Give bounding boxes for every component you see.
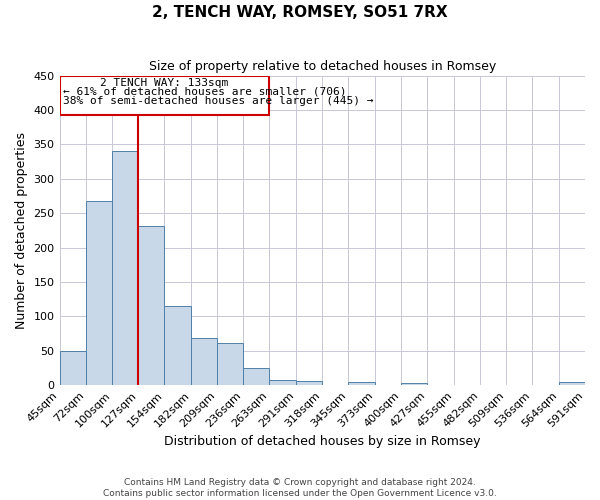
- Bar: [59, 76, 269, 115]
- Text: 2 TENCH WAY: 133sqm: 2 TENCH WAY: 133sqm: [100, 78, 229, 88]
- Bar: [59, 350, 86, 385]
- Text: ← 61% of detached houses are smaller (706): ← 61% of detached houses are smaller (70…: [64, 86, 347, 97]
- Y-axis label: Number of detached properties: Number of detached properties: [15, 132, 28, 329]
- Text: 2, TENCH WAY, ROMSEY, SO51 7RX: 2, TENCH WAY, ROMSEY, SO51 7RX: [152, 5, 448, 20]
- Bar: [112, 151, 139, 385]
- Bar: [559, 382, 585, 385]
- Bar: [401, 383, 427, 385]
- Bar: [348, 382, 375, 385]
- Text: Contains HM Land Registry data © Crown copyright and database right 2024.
Contai: Contains HM Land Registry data © Crown c…: [103, 478, 497, 498]
- Text: 38% of semi-detached houses are larger (445) →: 38% of semi-detached houses are larger (…: [64, 96, 374, 106]
- Bar: [139, 226, 164, 385]
- Bar: [191, 338, 217, 385]
- Title: Size of property relative to detached houses in Romsey: Size of property relative to detached ho…: [149, 60, 496, 73]
- Bar: [217, 343, 244, 385]
- Bar: [164, 306, 191, 385]
- Bar: [296, 381, 322, 385]
- X-axis label: Distribution of detached houses by size in Romsey: Distribution of detached houses by size …: [164, 434, 481, 448]
- Bar: [86, 202, 112, 385]
- Bar: [244, 368, 269, 385]
- Bar: [269, 380, 296, 385]
